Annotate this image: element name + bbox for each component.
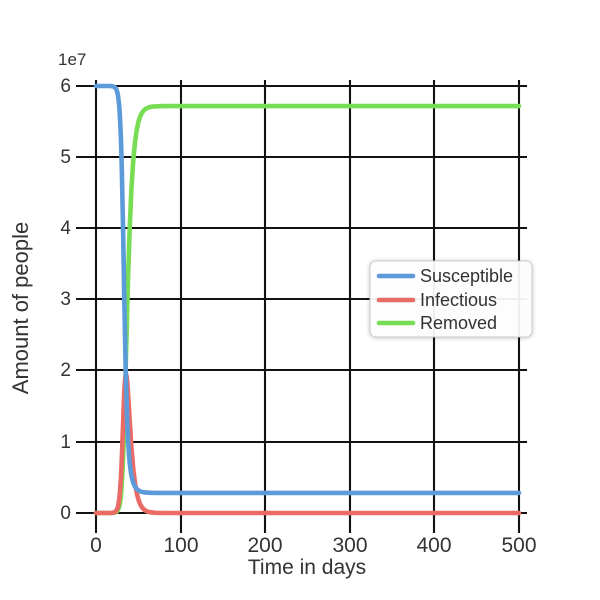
svg-text:Amount of people: Amount of people xyxy=(8,222,33,394)
svg-text:6: 6 xyxy=(60,76,71,97)
svg-text:0: 0 xyxy=(60,503,71,524)
svg-text:Infectious: Infectious xyxy=(420,290,497,310)
svg-text:1e7: 1e7 xyxy=(58,50,86,69)
svg-text:Susceptible: Susceptible xyxy=(420,266,513,286)
svg-text:3: 3 xyxy=(60,289,71,310)
svg-text:2: 2 xyxy=(60,360,71,381)
svg-text:Time in days: Time in days xyxy=(248,556,366,579)
svg-text:4: 4 xyxy=(60,218,71,239)
svg-text:200: 200 xyxy=(247,534,282,557)
svg-text:1: 1 xyxy=(60,432,71,453)
svg-text:100: 100 xyxy=(163,534,198,557)
svg-text:500: 500 xyxy=(501,534,536,557)
svg-text:300: 300 xyxy=(332,534,367,557)
svg-text:0: 0 xyxy=(90,534,102,557)
svg-text:Removed: Removed xyxy=(420,313,497,333)
svg-text:400: 400 xyxy=(416,534,451,557)
svg-text:5: 5 xyxy=(60,147,71,168)
